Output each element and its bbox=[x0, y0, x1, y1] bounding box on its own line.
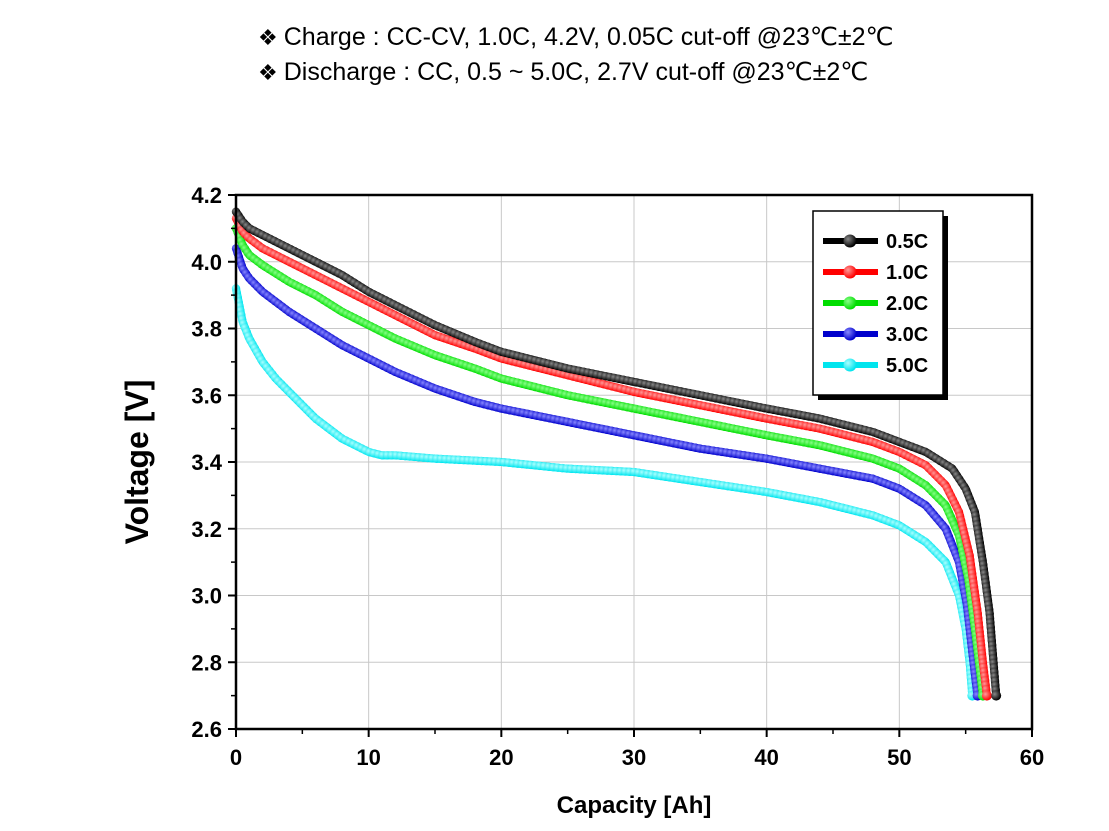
legend-marker-sample bbox=[843, 265, 857, 279]
y-tick-label: 2.8 bbox=[191, 650, 222, 675]
legend-marker-sample bbox=[843, 234, 857, 248]
axis-ticks bbox=[228, 194, 1033, 737]
series-layer bbox=[231, 207, 1002, 701]
diamond-bullet-icon: ❖ bbox=[258, 60, 278, 85]
x-tick-label: 20 bbox=[489, 745, 513, 770]
x-axis-title: Capacity [Ah] bbox=[557, 792, 712, 819]
discharge-condition-line: ❖ Discharge : CC, 0.5 ~ 5.0C, 2.7V cut-of… bbox=[258, 57, 868, 87]
tick-labels: 0 10 20 30 40 50 60 2.6 2.8 3.0 3.2 3.4 3.6 3.8 4.0 4.2 bbox=[191, 183, 1044, 770]
series-1_0C bbox=[231, 214, 992, 701]
y-tick-label: 3.4 bbox=[191, 450, 222, 475]
y-tick-label: 2.6 bbox=[191, 717, 222, 742]
discharge-condition-text: Discharge : CC, 0.5 ~ 5.0C, 2.7V cut-off… bbox=[283, 58, 869, 86]
y-tick-label: 3.8 bbox=[191, 317, 222, 342]
legend: 0.5C 1.0C 2.0C 3.0C 5.0C bbox=[812, 210, 948, 400]
data-point-marker bbox=[981, 690, 992, 701]
legend-marker-sample bbox=[843, 327, 857, 341]
x-tick-label: 30 bbox=[622, 745, 646, 770]
y-axis-title: Voltage [V] bbox=[119, 380, 155, 545]
x-tick-label: 10 bbox=[356, 745, 380, 770]
charge-condition-text: Charge : CC-CV, 1.0C, 4.2V, 0.05C cut-of… bbox=[283, 23, 894, 51]
legend-label: 2.0C bbox=[886, 293, 928, 315]
legend-label: 5.0C bbox=[886, 355, 928, 377]
y-tick-label: 3.0 bbox=[191, 584, 222, 609]
y-tick-label: 3.2 bbox=[191, 517, 222, 542]
legend-marker-sample bbox=[843, 296, 857, 310]
legend-label: 3.0C bbox=[886, 324, 928, 346]
charge-condition-line: ❖ Charge : CC-CV, 1.0C, 4.2V, 0.05C cut-o… bbox=[258, 22, 894, 52]
diamond-bullet-icon: ❖ bbox=[258, 25, 278, 50]
x-tick-label: 40 bbox=[754, 745, 778, 770]
y-tick-label: 4.2 bbox=[191, 183, 222, 208]
x-tick-label: 50 bbox=[887, 745, 911, 770]
legend-label: 0.5C bbox=[886, 231, 928, 253]
x-tick-label: 60 bbox=[1020, 745, 1044, 770]
y-tick-label: 3.6 bbox=[191, 383, 222, 408]
legend-label: 1.0C bbox=[886, 262, 928, 284]
series-5_0C bbox=[231, 284, 978, 701]
series-0_5C bbox=[231, 207, 1002, 701]
data-point-marker bbox=[991, 690, 1002, 701]
y-tick-label: 4.0 bbox=[191, 250, 222, 275]
x-tick-label: 0 bbox=[230, 745, 242, 770]
legend-marker-sample bbox=[843, 358, 857, 372]
